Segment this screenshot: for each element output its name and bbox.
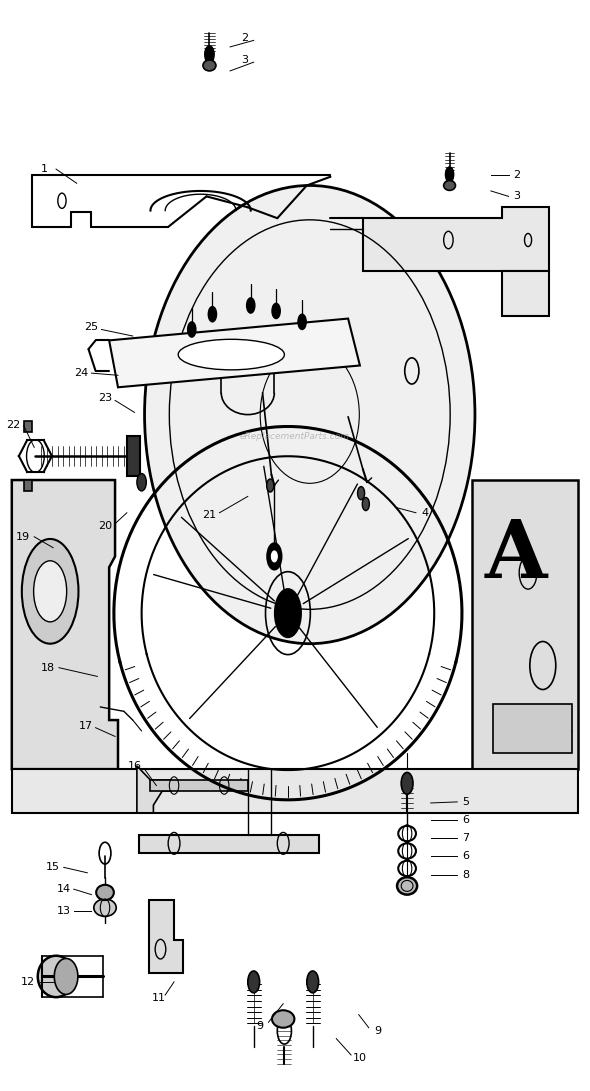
Text: 3: 3 [513, 191, 520, 202]
Text: 21: 21 [202, 509, 217, 520]
Text: 6: 6 [463, 851, 470, 862]
Circle shape [362, 497, 369, 511]
Circle shape [307, 971, 319, 993]
Text: 19: 19 [15, 531, 30, 542]
Text: 23: 23 [98, 393, 112, 404]
Polygon shape [12, 480, 118, 769]
Circle shape [247, 298, 255, 313]
Polygon shape [12, 769, 578, 813]
Circle shape [271, 551, 277, 562]
Circle shape [188, 322, 196, 337]
Circle shape [205, 46, 214, 63]
Text: 22: 22 [6, 420, 20, 431]
Text: 1: 1 [41, 164, 48, 175]
Polygon shape [150, 780, 248, 791]
Polygon shape [139, 835, 319, 853]
Circle shape [208, 307, 217, 322]
Polygon shape [363, 207, 549, 271]
Text: 20: 20 [98, 520, 112, 531]
Text: A: A [485, 517, 548, 596]
Polygon shape [472, 480, 578, 769]
Ellipse shape [94, 899, 116, 916]
Text: 11: 11 [152, 993, 166, 1004]
Circle shape [275, 589, 301, 637]
Circle shape [267, 479, 274, 492]
Text: 25: 25 [84, 322, 99, 333]
Circle shape [248, 971, 260, 993]
Ellipse shape [54, 958, 78, 995]
Text: 16: 16 [127, 760, 142, 771]
Ellipse shape [178, 339, 284, 370]
Text: 2: 2 [513, 169, 520, 180]
Text: 2: 2 [241, 33, 248, 44]
Polygon shape [127, 436, 140, 476]
Text: 3: 3 [241, 55, 248, 65]
Circle shape [34, 561, 67, 622]
Circle shape [137, 473, 146, 491]
Circle shape [298, 314, 306, 329]
Circle shape [445, 167, 454, 182]
Polygon shape [493, 704, 572, 753]
Text: 6: 6 [463, 815, 470, 826]
Text: 12: 12 [21, 976, 35, 987]
Text: 10: 10 [353, 1053, 367, 1064]
Circle shape [358, 487, 365, 500]
Text: 4: 4 [421, 507, 428, 518]
Ellipse shape [96, 885, 114, 900]
Text: 8: 8 [463, 870, 470, 880]
Text: 17: 17 [78, 720, 93, 731]
Text: 24: 24 [74, 368, 88, 379]
Polygon shape [149, 900, 183, 973]
Ellipse shape [38, 956, 74, 997]
Circle shape [22, 539, 78, 644]
Circle shape [401, 772, 413, 794]
Polygon shape [24, 480, 32, 491]
Text: 7: 7 [463, 832, 470, 843]
Ellipse shape [145, 185, 475, 644]
Polygon shape [137, 766, 171, 813]
Ellipse shape [444, 180, 455, 190]
Text: 9: 9 [256, 1020, 263, 1031]
Text: 9: 9 [374, 1026, 381, 1036]
Text: 13: 13 [57, 906, 71, 916]
Circle shape [272, 303, 280, 319]
Text: 5: 5 [463, 796, 470, 807]
Polygon shape [502, 271, 549, 316]
Polygon shape [109, 319, 360, 387]
Ellipse shape [203, 60, 216, 71]
Circle shape [267, 543, 281, 570]
Ellipse shape [272, 1010, 294, 1028]
Polygon shape [24, 421, 32, 432]
Ellipse shape [397, 877, 417, 895]
Text: eReplacementParts.com: eReplacementParts.com [240, 432, 350, 441]
Text: 14: 14 [57, 884, 71, 895]
Text: 18: 18 [41, 662, 55, 673]
Text: 15: 15 [46, 862, 60, 873]
